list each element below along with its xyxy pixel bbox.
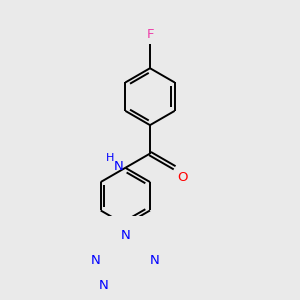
Text: N: N (98, 278, 108, 292)
Text: N: N (121, 229, 130, 242)
Text: N: N (91, 254, 100, 267)
Text: N: N (150, 254, 160, 267)
Text: F: F (146, 28, 154, 41)
Text: O: O (178, 171, 188, 184)
Text: N: N (113, 160, 123, 173)
Text: H: H (106, 153, 114, 163)
